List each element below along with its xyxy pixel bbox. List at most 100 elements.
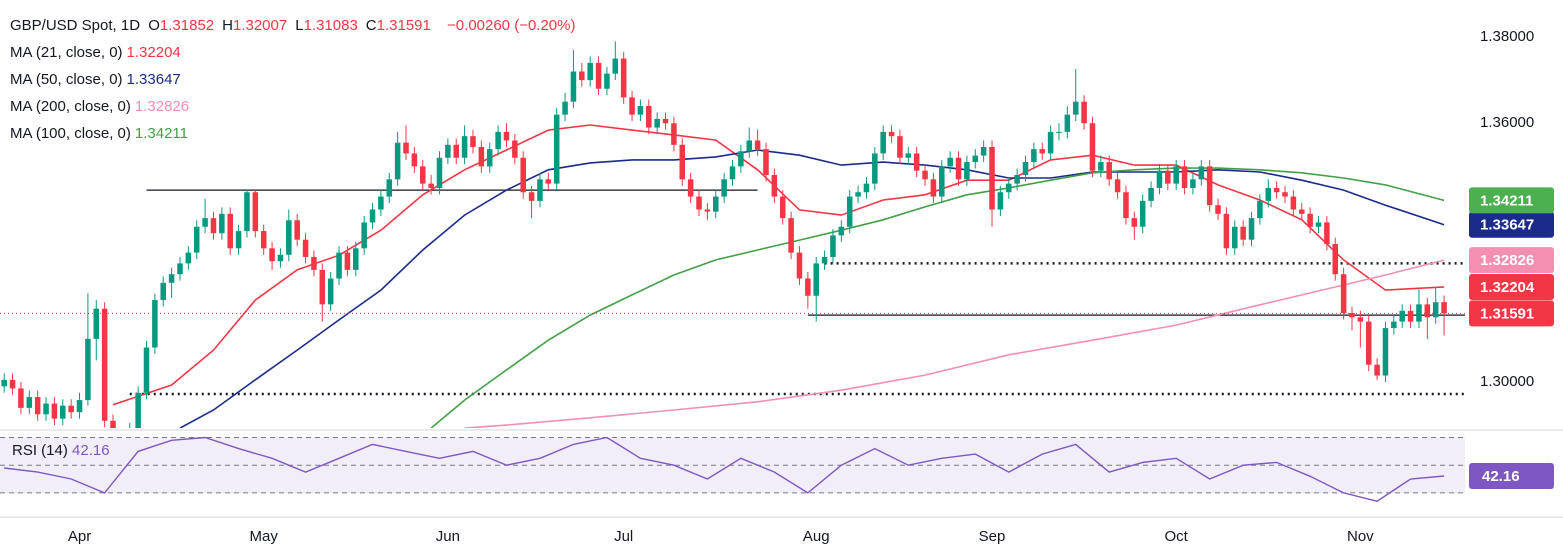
- candle-body: [679, 144, 686, 180]
- candle-body: [1248, 218, 1255, 240]
- candle-body: [1382, 328, 1389, 376]
- candle-body: [620, 58, 627, 98]
- candle-body: [1039, 149, 1046, 154]
- candle-body: [913, 153, 920, 171]
- candle-body: [160, 282, 167, 301]
- x-tick-label: Sep: [979, 528, 1006, 545]
- candle-body: [503, 131, 510, 141]
- rsi-legend: RSI (14) 42.16: [12, 442, 110, 459]
- candle-body: [1131, 218, 1138, 227]
- candle-body: [1156, 170, 1163, 188]
- candle-body: [369, 209, 376, 223]
- candle-body: [1056, 131, 1062, 133]
- candle-body: [830, 235, 836, 257]
- candle-body: [696, 196, 702, 210]
- candle-body: [101, 308, 108, 421]
- candle-body: [1340, 274, 1347, 313]
- symbol: GBP/USD Spot, 1D: [10, 17, 141, 34]
- candle-body: [1265, 187, 1272, 201]
- ohlc-label: H: [222, 17, 233, 34]
- candle-body: [872, 153, 878, 184]
- candle-body: [168, 274, 175, 283]
- rsi-value: 42.16: [72, 442, 110, 459]
- candle-body: [1098, 162, 1104, 171]
- candle-body: [286, 220, 292, 255]
- candle-body: [260, 231, 267, 249]
- candle-body: [227, 213, 233, 249]
- candle-body: [587, 62, 593, 81]
- ma-tag: [1469, 187, 1554, 214]
- candle-body: [1123, 192, 1129, 219]
- candle-body: [185, 252, 192, 264]
- candle-body: [1181, 166, 1188, 188]
- candle-body: [68, 405, 74, 413]
- candle-body: [964, 162, 970, 180]
- candle-body: [805, 278, 811, 296]
- ma-line: [430, 167, 1445, 428]
- candle-body: [796, 252, 803, 279]
- candle-body: [1206, 166, 1213, 206]
- candle-body: [143, 347, 150, 393]
- x-tick-label: Jun: [436, 528, 460, 545]
- candle-body: [1257, 200, 1263, 219]
- candle-body: [821, 256, 828, 264]
- candle-body: [738, 151, 744, 167]
- ma-value: 1.32826: [134, 98, 190, 115]
- candle-body: [1432, 302, 1439, 318]
- x-tick-label: Aug: [803, 528, 830, 545]
- candle-body: [1081, 101, 1087, 124]
- candle-body: [244, 192, 250, 232]
- candle-body: [1064, 114, 1071, 132]
- rsi-name: RSI (14): [12, 442, 68, 459]
- candle-body: [1290, 196, 1297, 210]
- candle-body: [378, 196, 384, 210]
- candle-body: [252, 192, 259, 232]
- candle-body: [327, 278, 334, 305]
- candle-body: [813, 263, 819, 296]
- candle-body: [629, 97, 635, 115]
- candle-body: [470, 136, 476, 147]
- rsi-tag-label: 42.16: [1482, 468, 1520, 485]
- candle-body: [972, 155, 979, 163]
- candle-body: [9, 379, 16, 389]
- legend: GBP/USD Spot, 1D O1.31852 H1.32007 L1.3108…: [10, 12, 579, 147]
- candle-body: [1022, 162, 1029, 175]
- candle-body: [838, 226, 845, 236]
- x-tick-label: Jul: [614, 528, 633, 545]
- candle-body: [43, 403, 49, 415]
- candle-body: [1139, 200, 1146, 227]
- candle-body: [980, 146, 987, 156]
- candle-body: [989, 146, 995, 210]
- candle-body: [202, 218, 208, 227]
- candle-body: [319, 269, 326, 305]
- candle-body: [1365, 321, 1372, 365]
- candle-body: [637, 105, 644, 115]
- candle-body: [1198, 166, 1205, 180]
- ma-line: [464, 259, 1445, 428]
- ohlc: O1.31852 H1.32007 L1.31083 C1.31591: [148, 17, 439, 34]
- rsi-line: [4, 436, 1445, 502]
- candle-body: [545, 179, 552, 184]
- candle-body: [570, 71, 577, 102]
- candle-body: [135, 392, 141, 428]
- ma-value: 1.34211: [134, 125, 188, 142]
- candle-body: [486, 149, 493, 167]
- candle-body: [1089, 123, 1096, 171]
- price-tag: [1469, 300, 1554, 327]
- candle-body: [863, 183, 870, 193]
- ma-legend-row: MA (21, close, 0) 1.32204: [10, 39, 579, 66]
- candle-body: [1223, 213, 1230, 249]
- candle-body: [537, 179, 543, 201]
- candle-body: [219, 213, 225, 234]
- candle-body: [888, 131, 895, 137]
- candle-body: [788, 218, 794, 253]
- price-pane: [0, 41, 1465, 428]
- candle-body: [1349, 312, 1355, 318]
- candle-body: [746, 140, 753, 152]
- ma-legend-row: MA (200, close, 0) 1.32826: [10, 93, 579, 120]
- ohlc-label: L: [295, 17, 304, 34]
- ma-value: 1.33647: [126, 71, 181, 88]
- ma-name: MA (200, close, 0): [10, 98, 131, 115]
- candle-body: [553, 114, 560, 184]
